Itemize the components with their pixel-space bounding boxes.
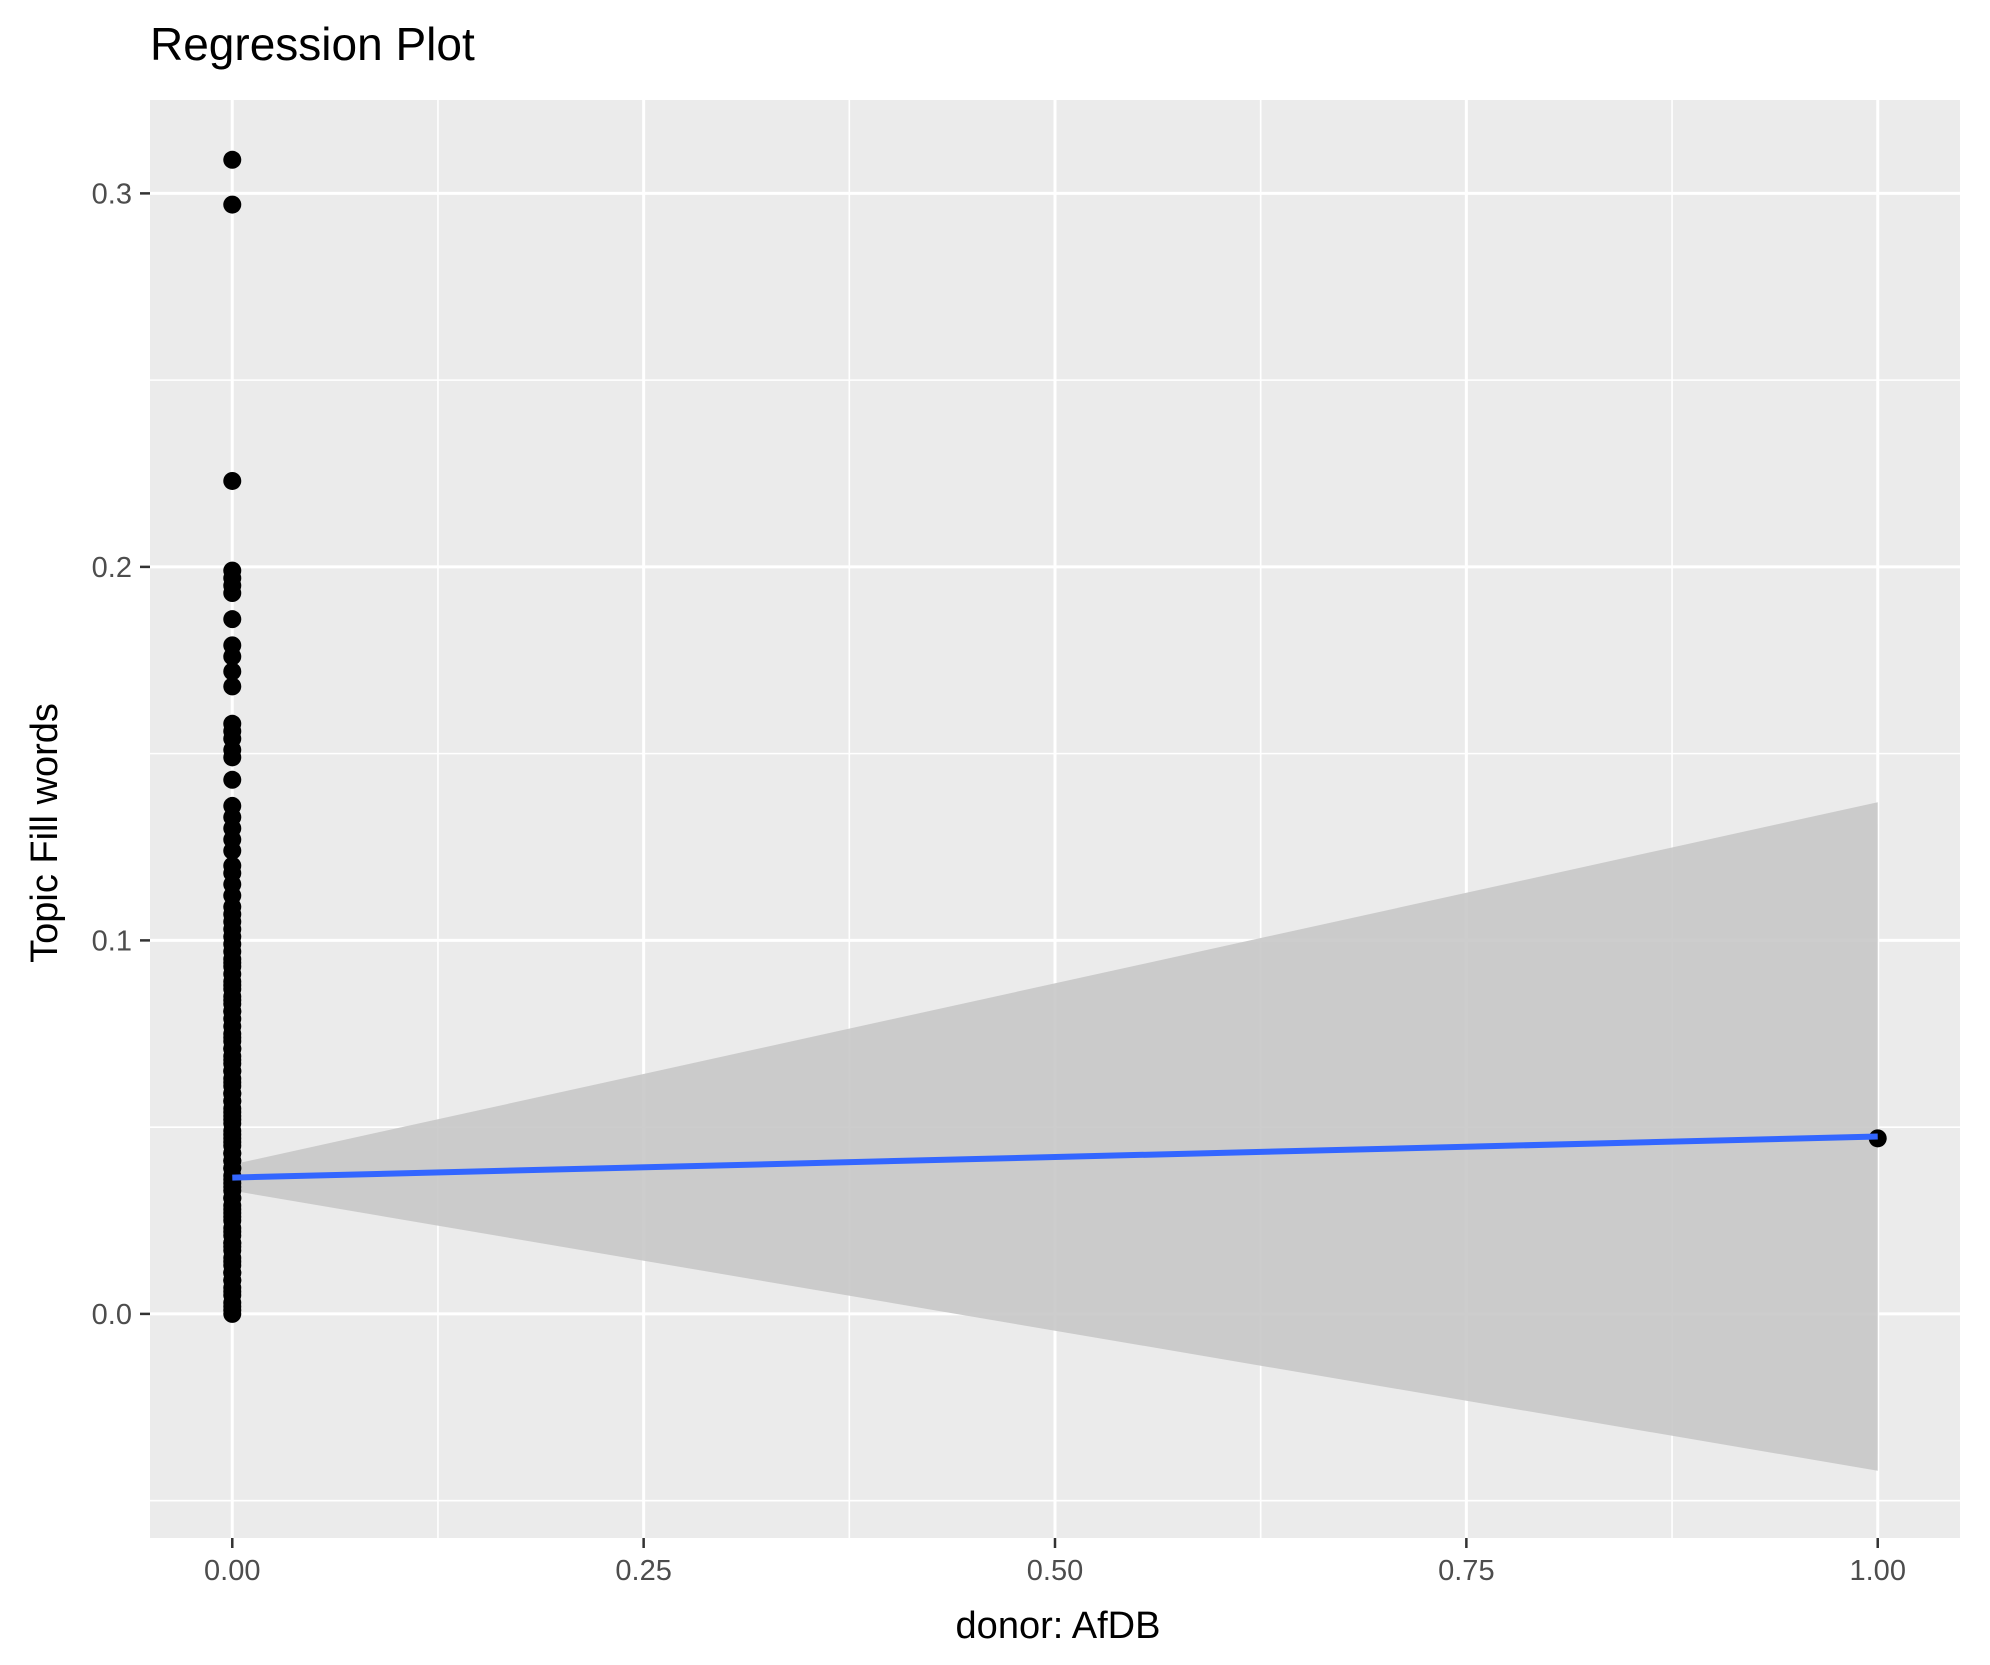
x-tick-label: 0.25 [615,1555,671,1587]
regression-line [232,1133,1878,1181]
data-point [223,991,242,1010]
x-tick-label: 0.75 [1438,1555,1494,1587]
data-point [223,195,242,214]
data-point [223,1062,242,1081]
data-point [223,1252,242,1271]
confidence-band [232,802,1878,1471]
data-point [223,647,242,666]
scatter-points [223,150,1887,1323]
data-point [223,150,242,169]
data-point [223,976,242,995]
data-point [223,953,242,972]
data-point [223,1297,242,1316]
x-tick-label: 0.00 [204,1555,260,1587]
data-point [223,1189,242,1208]
y-axis: 0.0 0.1 0.2 0.3 [92,178,150,1331]
data-point [223,841,242,860]
y-tick-label: 0.1 [92,925,132,957]
data-point [223,1207,242,1226]
data-point [223,584,242,603]
data-point [223,662,242,681]
x-axis: 0.00 0.25 0.50 0.75 1.00 [204,1538,1906,1587]
data-point [223,1151,242,1170]
chart-title: Regression Plot [150,18,475,70]
x-tick-label: 1.00 [1850,1555,1906,1587]
data-point [223,677,242,696]
data-point [223,610,242,629]
y-tick-label: 0.3 [92,178,132,210]
y-tick-label: 0.2 [92,552,132,584]
data-point [223,1233,242,1252]
data-point [223,1084,242,1103]
data-point [223,748,242,767]
data-point [223,1271,242,1290]
data-point [223,471,242,490]
data-point [223,1125,242,1144]
x-tick-label: 0.50 [1027,1555,1083,1587]
data-point [223,1103,242,1122]
data-point [223,1039,242,1058]
data-point [223,770,242,789]
y-axis-label: Topic Fill words [24,703,66,963]
y-tick-label: 0.0 [92,1299,132,1331]
x-axis-label: donor: AfDB [956,1605,1161,1647]
